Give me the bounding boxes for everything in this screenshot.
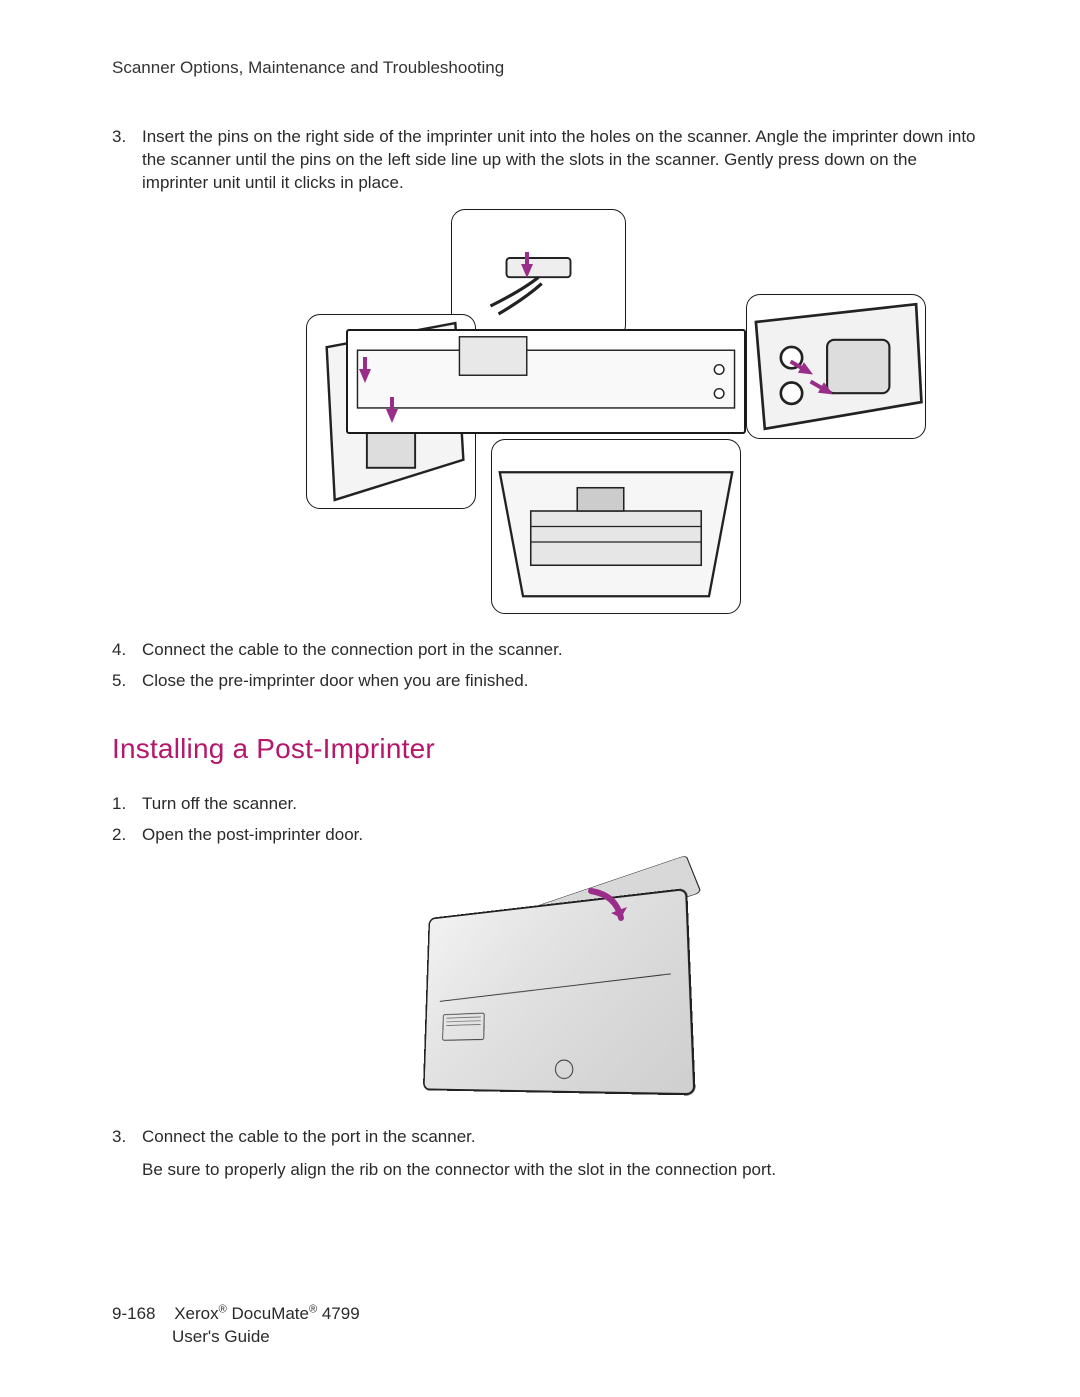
step-item: 2. Open the post-imprinter door. xyxy=(112,824,980,847)
inset-right xyxy=(746,294,926,439)
step-item: 4. Connect the cable to the connection p… xyxy=(112,639,980,662)
arrow-icon xyxy=(359,369,371,383)
step-number: 2. xyxy=(112,824,142,847)
page-footer: 9-168 Xerox® DocuMate® 4799 User's Guide xyxy=(112,1302,360,1349)
reg-mark: ® xyxy=(309,1303,317,1315)
step-number: 5. xyxy=(112,670,142,693)
page-number: 9-168 xyxy=(112,1303,155,1326)
imprinter-bar xyxy=(346,329,746,434)
step-item: 3. Connect the cable to the port in the … xyxy=(112,1126,980,1149)
step-item: 3. Insert the pins on the right side of … xyxy=(112,126,980,195)
steps-list-b-cont: 3. Connect the cable to the port in the … xyxy=(112,1126,980,1149)
steps-list-a: 3. Insert the pins on the right side of … xyxy=(112,126,980,195)
scanner-illustration xyxy=(376,861,716,1106)
step-text: Insert the pins on the right side of the… xyxy=(142,126,980,195)
step-item: 1. Turn off the scanner. xyxy=(112,793,980,816)
step-item: 5. Close the pre-imprinter door when you… xyxy=(112,670,980,693)
document-page: Scanner Options, Maintenance and Trouble… xyxy=(0,0,1080,1397)
step-text: Turn off the scanner. xyxy=(142,793,980,816)
step-text: Connect the cable to the port in the sca… xyxy=(142,1126,980,1149)
inset-bottom xyxy=(491,439,741,614)
arrow-icon xyxy=(521,264,533,278)
footer-guide: User's Guide xyxy=(172,1326,270,1349)
header-text: Scanner Options, Maintenance and Trouble… xyxy=(112,58,504,77)
step-number: 3. xyxy=(112,1126,142,1149)
arrow-icon xyxy=(386,409,398,423)
page-header: Scanner Options, Maintenance and Trouble… xyxy=(112,58,980,78)
open-arrow-icon xyxy=(581,883,631,938)
steps-list-b: 1. Turn off the scanner. 2. Open the pos… xyxy=(112,793,980,847)
step-number: 3. xyxy=(112,126,142,149)
footer-product: Xerox® DocuMate® 4799 xyxy=(174,1304,359,1323)
step-text: Close the pre-imprinter door when you ar… xyxy=(142,670,980,693)
composite-illustration xyxy=(246,209,846,619)
section-heading: Installing a Post-Imprinter xyxy=(112,733,980,765)
footer-modelnum: 4799 xyxy=(317,1304,360,1323)
figure-scanner xyxy=(112,861,980,1106)
step-number: 1. xyxy=(112,793,142,816)
steps-list-a-cont: 4. Connect the cable to the connection p… xyxy=(112,639,980,693)
step-note: Be sure to properly align the rib on the… xyxy=(142,1159,980,1182)
step-text: Open the post-imprinter door. xyxy=(142,824,980,847)
reg-mark: ® xyxy=(219,1303,227,1315)
scanner-body xyxy=(423,887,696,1095)
inset-top xyxy=(451,209,626,339)
footer-model: DocuMate xyxy=(227,1304,309,1323)
step-number: 4. xyxy=(112,639,142,662)
figure-composite xyxy=(112,209,980,619)
footer-brand: Xerox xyxy=(174,1304,218,1323)
step-text: Connect the cable to the connection port… xyxy=(142,639,980,662)
